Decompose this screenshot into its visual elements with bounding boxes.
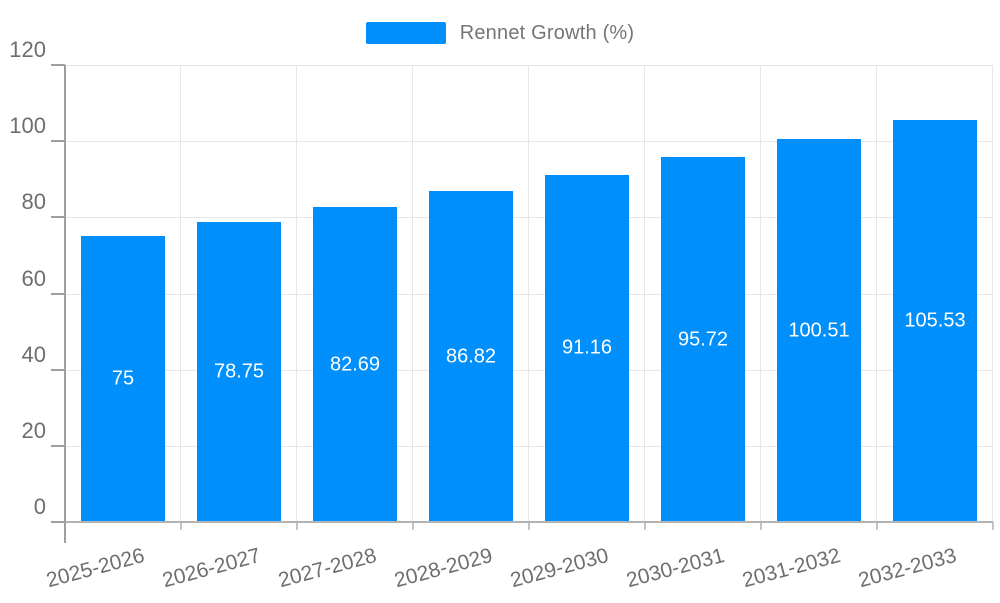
bar-2032-2033[interactable]: 105.53 [893, 120, 977, 522]
y-axis-tick [51, 368, 65, 371]
chart-legend[interactable]: Rennet Growth (%) [0, 20, 1000, 46]
plot-area: 0 20 40 60 80 100 120 75 78.75 82.69 86.82 91.16 95.… [9, 37, 994, 543]
y-axis-tick [51, 521, 65, 523]
y-tick-label: 120 [9, 37, 46, 62]
y-tick-label: 100 [9, 113, 46, 139]
x-axis-tick [528, 522, 530, 530]
x-gridline [528, 65, 529, 522]
x-gridline [412, 65, 413, 522]
x-axis-tick [644, 522, 646, 530]
legend-swatch [365, 22, 446, 44]
bar-2027-2028[interactable]: 82.69 [313, 207, 397, 522]
x-axis-line [65, 521, 993, 523]
y-gridline [65, 217, 993, 219]
y-axis-tick [51, 216, 65, 219]
bar-2028-2029[interactable]: 86.82 [429, 191, 513, 522]
bar-value-label: 91.16 [561, 336, 613, 359]
y-gridline [65, 445, 993, 447]
y-axis-tick [51, 444, 65, 447]
y-tick-label: 80 [21, 189, 46, 215]
x-gridline [644, 65, 645, 522]
x-gridline [296, 65, 297, 522]
bar-2031-2032[interactable]: 100.51 [777, 139, 861, 522]
bar-2029-2030[interactable]: 91.16 [545, 174, 629, 522]
x-gridline [876, 65, 877, 522]
y-axis-tick [51, 292, 65, 295]
y-gridline [65, 65, 993, 66]
x-axis-tick [180, 522, 182, 530]
bar-2025-2026[interactable]: 75 [81, 236, 165, 522]
y-gridline [65, 293, 993, 295]
y-tick-label: 60 [21, 265, 46, 291]
bar-2030-2031[interactable]: 95.72 [661, 157, 745, 522]
bar-value-label: 78.75 [213, 360, 265, 383]
x-gridline [992, 65, 993, 522]
x-gridline [180, 65, 181, 522]
y-axis-tick [51, 140, 65, 143]
x-axis-tick [992, 522, 994, 530]
y-tick-label: 0 [33, 494, 46, 519]
x-axis-tick [760, 522, 762, 530]
y-gridline [65, 141, 993, 143]
bar-value-label: 95.72 [677, 328, 729, 351]
bar-2026-2027[interactable]: 78.75 [197, 222, 281, 522]
y-axis-line [64, 65, 66, 543]
x-axis-tick [412, 522, 414, 530]
x-axis-tick [876, 522, 878, 530]
bar-value-label: 105.53 [904, 309, 966, 332]
x-gridline [760, 65, 761, 522]
y-tick-label: 40 [21, 341, 46, 367]
y-gridline [65, 369, 993, 371]
y-axis-tick [51, 64, 65, 66]
legend-label: Rennet Growth (%) [459, 21, 635, 44]
bar-value-label: 86.82 [445, 345, 497, 368]
bar-value-label: 82.69 [329, 353, 381, 376]
bar-value-label: 75 [111, 367, 135, 390]
y-tick-label: 20 [21, 417, 46, 443]
x-axis-tick [296, 522, 298, 530]
bar-value-label: 100.51 [788, 319, 850, 342]
